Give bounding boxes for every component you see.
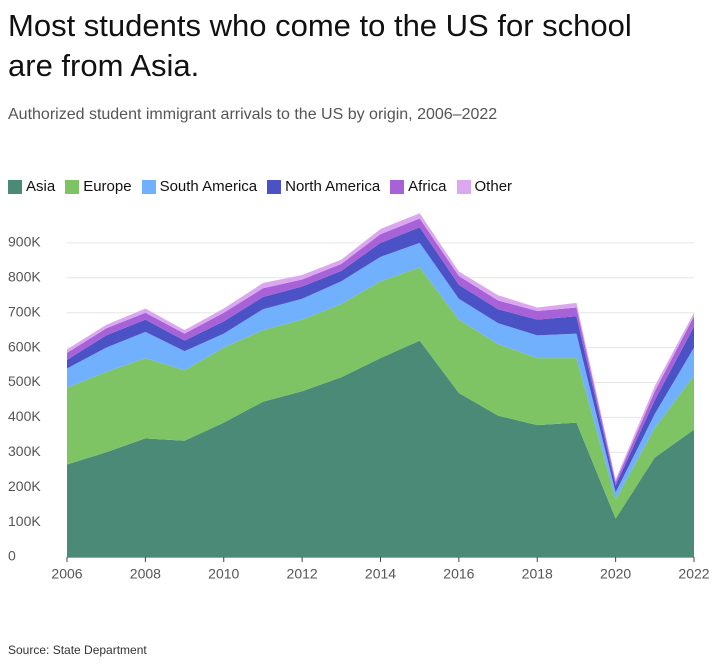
legend-swatch <box>267 179 282 194</box>
legend-item: Africa <box>390 178 447 195</box>
legend-swatch <box>65 179 80 194</box>
legend-swatch <box>456 179 471 194</box>
chart: 0 100K 200K 300K 400K 500K 600K 700K 800K 900K 200… <box>8 213 710 582</box>
x-tick-label: 2022 <box>678 566 709 582</box>
legend-item: North America <box>267 178 380 195</box>
chart-title: Most students who come to the US for sch… <box>8 8 632 83</box>
legend-label: North America <box>285 178 381 195</box>
y-tick-label: 600K <box>8 338 41 354</box>
x-tick-label: 2014 <box>365 566 396 582</box>
x-tick-label: 2006 <box>51 566 82 582</box>
legend-item: Other <box>456 178 513 195</box>
legend: Asia Europe South America North America Afri… <box>8 178 512 195</box>
legend-label: Africa <box>408 178 447 195</box>
legend-swatch <box>8 179 22 194</box>
x-tick-label: 2010 <box>208 566 239 582</box>
legend-item: Asia <box>8 178 55 195</box>
chart-subtitle: Authorized student immigrant arrivals to… <box>8 106 498 123</box>
legend-label: Europe <box>83 178 132 195</box>
y-tick-label: 800K <box>8 269 41 285</box>
y-tick-label: 700K <box>8 303 41 319</box>
source: Source: State Department <box>8 643 147 657</box>
legend-label: Other <box>474 178 513 195</box>
legend-item: South America <box>141 178 258 195</box>
y-tick-label: 200K <box>8 478 41 494</box>
y-tick-label: 900K <box>8 234 41 250</box>
y-tick-label: 400K <box>8 408 41 424</box>
x-tick-label: 2016 <box>443 566 474 582</box>
x-tick-label: 2018 <box>522 566 553 582</box>
x-tick-label: 2012 <box>287 566 318 582</box>
legend-item: Europe <box>65 178 132 195</box>
x-tick-label: 2020 <box>600 566 631 582</box>
x-tick-label: 2008 <box>130 566 161 582</box>
y-tick-label: 300K <box>8 443 41 459</box>
legend-label: Asia <box>26 178 56 195</box>
y-tick-label: 100K <box>8 513 41 529</box>
y-tick-label: 0 <box>8 548 16 564</box>
legend-swatch <box>141 179 156 194</box>
area <box>67 340 694 557</box>
legend-label: South America <box>159 178 258 195</box>
y-tick-label: 500K <box>8 373 41 389</box>
area <box>67 267 694 519</box>
legend-swatch <box>390 179 405 194</box>
